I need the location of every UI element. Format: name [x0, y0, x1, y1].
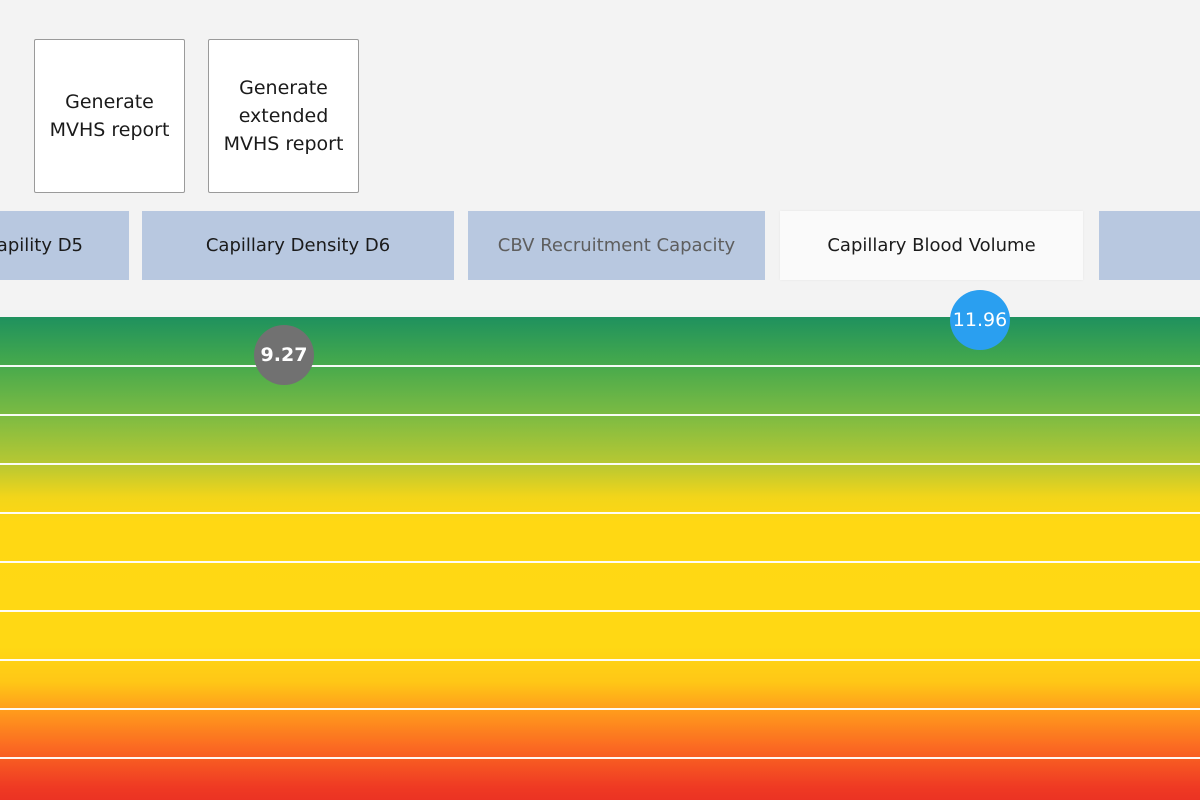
tab-label: Capillary Blood Volume — [827, 235, 1036, 256]
tab-capillary-d5[interactable]: apility D5 — [0, 211, 129, 280]
tab-label: Capillary Density D6 — [205, 235, 391, 256]
scale-gridline — [0, 463, 1200, 465]
scale-gridline — [0, 610, 1200, 612]
scale-gridline — [0, 365, 1200, 367]
generate-report-label: Generate MVHS report — [49, 91, 170, 141]
generate-extended-report-button[interactable]: Generate extended MVHS report — [208, 39, 359, 193]
current-value-label: 11.96 — [952, 309, 1008, 331]
previous-value-label: 9.27 — [260, 344, 308, 366]
scale-gridline — [0, 561, 1200, 563]
tab-cbv-recruitment-capacity[interactable]: CBV Recruitment Capacity — [468, 211, 765, 280]
tab-label: apility D5 — [0, 235, 83, 256]
generate-report-button[interactable]: Generate MVHS report — [34, 39, 185, 193]
health-score-scale — [0, 317, 1200, 800]
tab-label: CBV Recruitment Capacity — [497, 235, 736, 256]
tab-capillary-density-d6[interactable]: Capillary Density D6 — [142, 211, 454, 280]
scale-gridline — [0, 512, 1200, 514]
previous-value-marker[interactable]: 9.27 — [254, 325, 314, 385]
scale-gridline — [0, 708, 1200, 710]
tab-next[interactable] — [1099, 211, 1200, 280]
scale-gridline — [0, 659, 1200, 661]
scale-gridline — [0, 757, 1200, 759]
tab-capillary-blood-volume[interactable]: Capillary Blood Volume — [780, 211, 1083, 280]
current-value-marker[interactable]: 11.96 — [950, 290, 1010, 350]
scale-gridline — [0, 414, 1200, 416]
generate-extended-report-label: Generate extended MVHS report — [223, 77, 344, 155]
